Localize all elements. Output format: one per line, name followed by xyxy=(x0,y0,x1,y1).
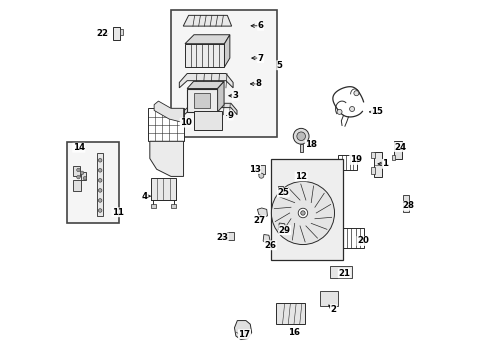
Polygon shape xyxy=(184,35,229,44)
Bar xyxy=(67,142,119,223)
Circle shape xyxy=(296,132,305,140)
Text: 18: 18 xyxy=(305,140,317,149)
Text: 5: 5 xyxy=(276,61,282,70)
Text: 29: 29 xyxy=(278,226,290,235)
Text: 4: 4 xyxy=(142,192,147,201)
Bar xyxy=(276,303,305,324)
Text: 26: 26 xyxy=(264,241,276,250)
Circle shape xyxy=(349,107,354,112)
Circle shape xyxy=(77,175,80,179)
Bar xyxy=(271,159,343,260)
Text: 7: 7 xyxy=(257,54,263,63)
Circle shape xyxy=(353,91,358,96)
Circle shape xyxy=(271,181,334,244)
Text: 28: 28 xyxy=(401,201,413,210)
Text: 13: 13 xyxy=(248,165,260,174)
Circle shape xyxy=(258,173,264,178)
Circle shape xyxy=(300,211,305,215)
Text: 21: 21 xyxy=(338,269,349,278)
Circle shape xyxy=(98,179,102,182)
Bar xyxy=(394,141,401,159)
Text: 11: 11 xyxy=(112,208,123,217)
Polygon shape xyxy=(183,15,231,26)
Bar xyxy=(171,10,276,137)
Bar xyxy=(194,93,210,108)
Bar xyxy=(112,27,120,40)
Text: 20: 20 xyxy=(356,237,368,246)
Text: 17: 17 xyxy=(238,330,250,339)
Bar xyxy=(151,178,175,200)
Bar xyxy=(73,166,80,176)
Text: 27: 27 xyxy=(253,216,265,225)
Bar xyxy=(184,44,224,67)
Polygon shape xyxy=(257,208,267,217)
Polygon shape xyxy=(278,223,285,231)
Bar xyxy=(299,144,302,152)
Polygon shape xyxy=(217,81,224,112)
Text: 25: 25 xyxy=(277,188,288,197)
Circle shape xyxy=(83,176,86,180)
Bar xyxy=(338,155,356,170)
Text: 1: 1 xyxy=(382,159,387,168)
Circle shape xyxy=(98,199,102,202)
Polygon shape xyxy=(154,101,183,123)
Text: 16: 16 xyxy=(287,328,299,337)
Circle shape xyxy=(293,129,308,144)
Bar xyxy=(258,165,264,174)
Bar xyxy=(391,155,394,160)
Bar xyxy=(288,171,310,181)
Text: 2: 2 xyxy=(330,305,336,314)
Text: 22: 22 xyxy=(96,29,108,38)
Circle shape xyxy=(98,158,102,162)
Circle shape xyxy=(80,171,83,175)
Circle shape xyxy=(98,168,102,172)
Bar xyxy=(187,89,217,112)
Text: 24: 24 xyxy=(394,143,406,152)
Polygon shape xyxy=(234,320,251,339)
Text: 12: 12 xyxy=(295,172,306,181)
Polygon shape xyxy=(224,35,229,67)
Text: 23: 23 xyxy=(216,233,228,242)
Polygon shape xyxy=(187,81,224,89)
Circle shape xyxy=(98,189,102,192)
Bar xyxy=(329,266,351,278)
Text: 14: 14 xyxy=(73,143,85,152)
Bar xyxy=(97,153,102,216)
Text: 10: 10 xyxy=(180,118,192,127)
Polygon shape xyxy=(263,234,270,244)
Text: 8: 8 xyxy=(255,80,261,89)
Text: 6: 6 xyxy=(257,21,263,30)
Bar xyxy=(73,180,81,191)
Polygon shape xyxy=(184,103,237,115)
Bar xyxy=(120,29,123,36)
Circle shape xyxy=(298,208,307,218)
Circle shape xyxy=(77,168,80,172)
Bar xyxy=(278,186,283,194)
Bar xyxy=(81,172,85,180)
Text: 19: 19 xyxy=(349,156,361,165)
Circle shape xyxy=(336,109,341,114)
Bar xyxy=(371,152,374,158)
Bar xyxy=(319,291,337,306)
Bar xyxy=(193,111,221,130)
Bar xyxy=(227,232,233,240)
Circle shape xyxy=(98,209,102,212)
Bar xyxy=(402,195,408,212)
Text: 3: 3 xyxy=(232,91,238,100)
Bar xyxy=(371,167,374,174)
Text: 15: 15 xyxy=(370,107,382,116)
Bar xyxy=(148,108,183,141)
Bar xyxy=(338,228,364,248)
Polygon shape xyxy=(179,73,233,88)
Bar xyxy=(373,152,382,177)
Bar xyxy=(151,204,155,208)
Bar xyxy=(171,204,175,208)
Polygon shape xyxy=(149,141,183,176)
Text: 9: 9 xyxy=(227,111,233,120)
